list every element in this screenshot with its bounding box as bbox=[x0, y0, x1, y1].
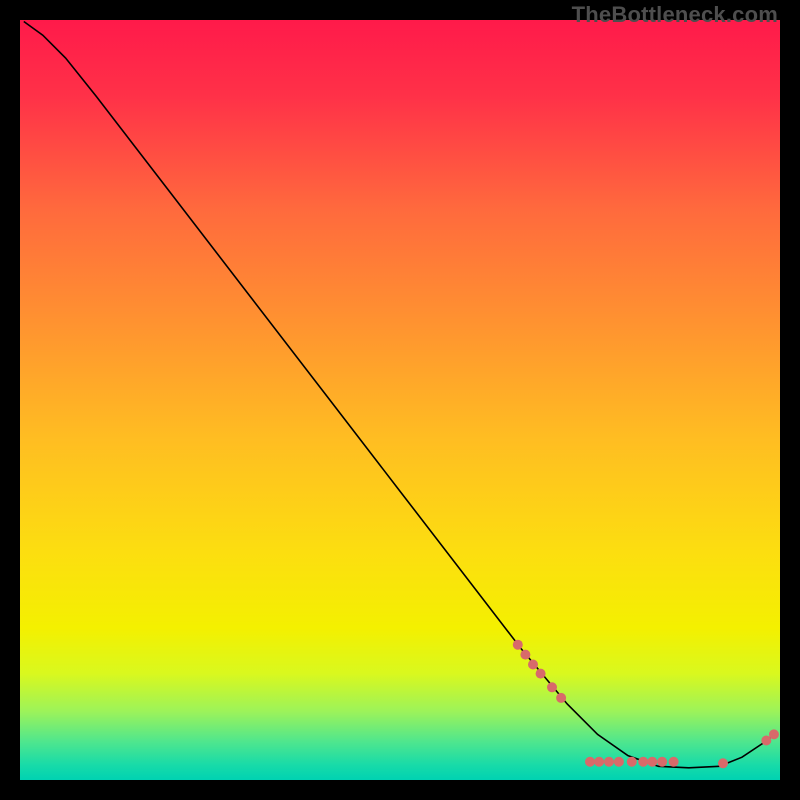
data-marker bbox=[638, 757, 648, 767]
data-marker bbox=[604, 757, 614, 767]
data-marker bbox=[528, 659, 538, 669]
data-marker bbox=[647, 757, 657, 767]
data-marker bbox=[657, 757, 667, 767]
data-marker bbox=[556, 693, 566, 703]
gradient-background bbox=[20, 20, 780, 780]
data-marker bbox=[718, 758, 728, 768]
data-marker bbox=[769, 729, 779, 739]
data-marker bbox=[513, 640, 523, 650]
chart-svg bbox=[20, 20, 780, 780]
data-marker bbox=[669, 757, 679, 767]
data-marker bbox=[594, 757, 604, 767]
data-marker bbox=[520, 650, 530, 660]
data-marker bbox=[547, 682, 557, 692]
plot-area bbox=[20, 20, 780, 780]
data-marker bbox=[536, 669, 546, 679]
data-marker bbox=[614, 757, 624, 767]
watermark-text: TheBottleneck.com bbox=[572, 2, 778, 28]
chart-container: TheBottleneck.com bbox=[0, 0, 800, 800]
data-marker bbox=[585, 757, 595, 767]
data-marker bbox=[627, 757, 637, 767]
